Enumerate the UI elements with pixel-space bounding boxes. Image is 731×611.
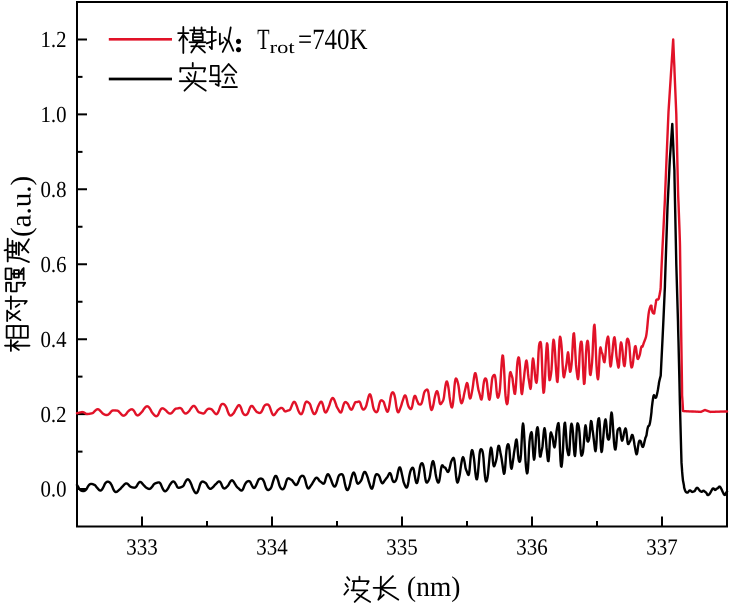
svg-text:1.2: 1.2 [41, 27, 67, 52]
svg-text:1.0: 1.0 [41, 102, 67, 127]
svg-text:333: 333 [126, 535, 157, 560]
svg-text:0.6: 0.6 [41, 252, 67, 277]
svg-text:(nm): (nm) [407, 572, 461, 603]
svg-text:0.8: 0.8 [41, 177, 67, 202]
svg-text:0.4: 0.4 [41, 327, 67, 352]
svg-text:336: 336 [516, 535, 547, 560]
svg-text:=740K: =740K [298, 24, 368, 56]
svg-text:T: T [257, 24, 269, 56]
svg-text:0.2: 0.2 [41, 402, 67, 427]
svg-text:rot: rot [270, 37, 295, 57]
svg-text:337: 337 [646, 535, 677, 560]
svg-text:0.0: 0.0 [41, 477, 67, 502]
svg-text:334: 334 [256, 535, 288, 560]
svg-text:(a.u.): (a.u.) [6, 176, 38, 237]
svg-text:335: 335 [386, 535, 417, 560]
